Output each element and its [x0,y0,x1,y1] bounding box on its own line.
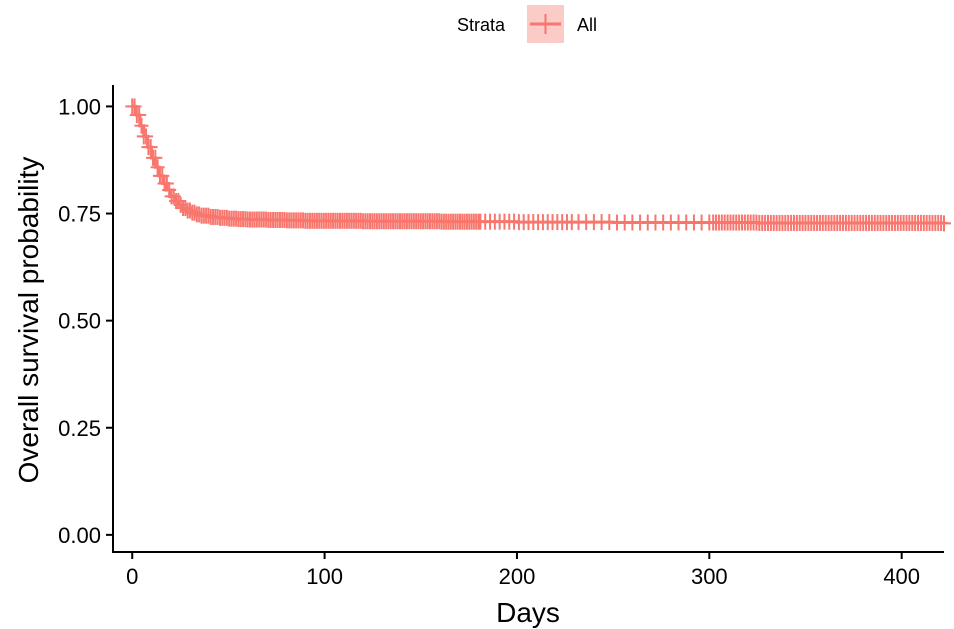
y-tick-label: 1.00 [58,94,101,119]
x-tick-label: 200 [499,564,536,589]
y-axis-ticks: 0.00 0.25 0.50 0.75 1.00 [58,94,113,548]
y-tick-label: 0.50 [58,309,101,334]
survival-curve-all [132,104,946,225]
x-axis-title: Days [496,597,560,628]
legend: Strata All [457,5,597,43]
y-tick-label: 0.00 [58,523,101,548]
y-axis-title: Overall survival probability [13,157,44,484]
plot-area [125,98,951,232]
x-axis-ticks: 0 100 200 300 400 [126,552,920,589]
x-tick-label: 100 [306,564,343,589]
x-tick-label: 400 [883,564,920,589]
legend-item-all: All [577,15,597,35]
y-tick-label: 0.25 [58,416,101,441]
legend-title: Strata [457,15,506,35]
x-tick-label: 300 [691,564,728,589]
y-tick-label: 0.75 [58,202,101,227]
x-tick-label: 0 [126,564,138,589]
